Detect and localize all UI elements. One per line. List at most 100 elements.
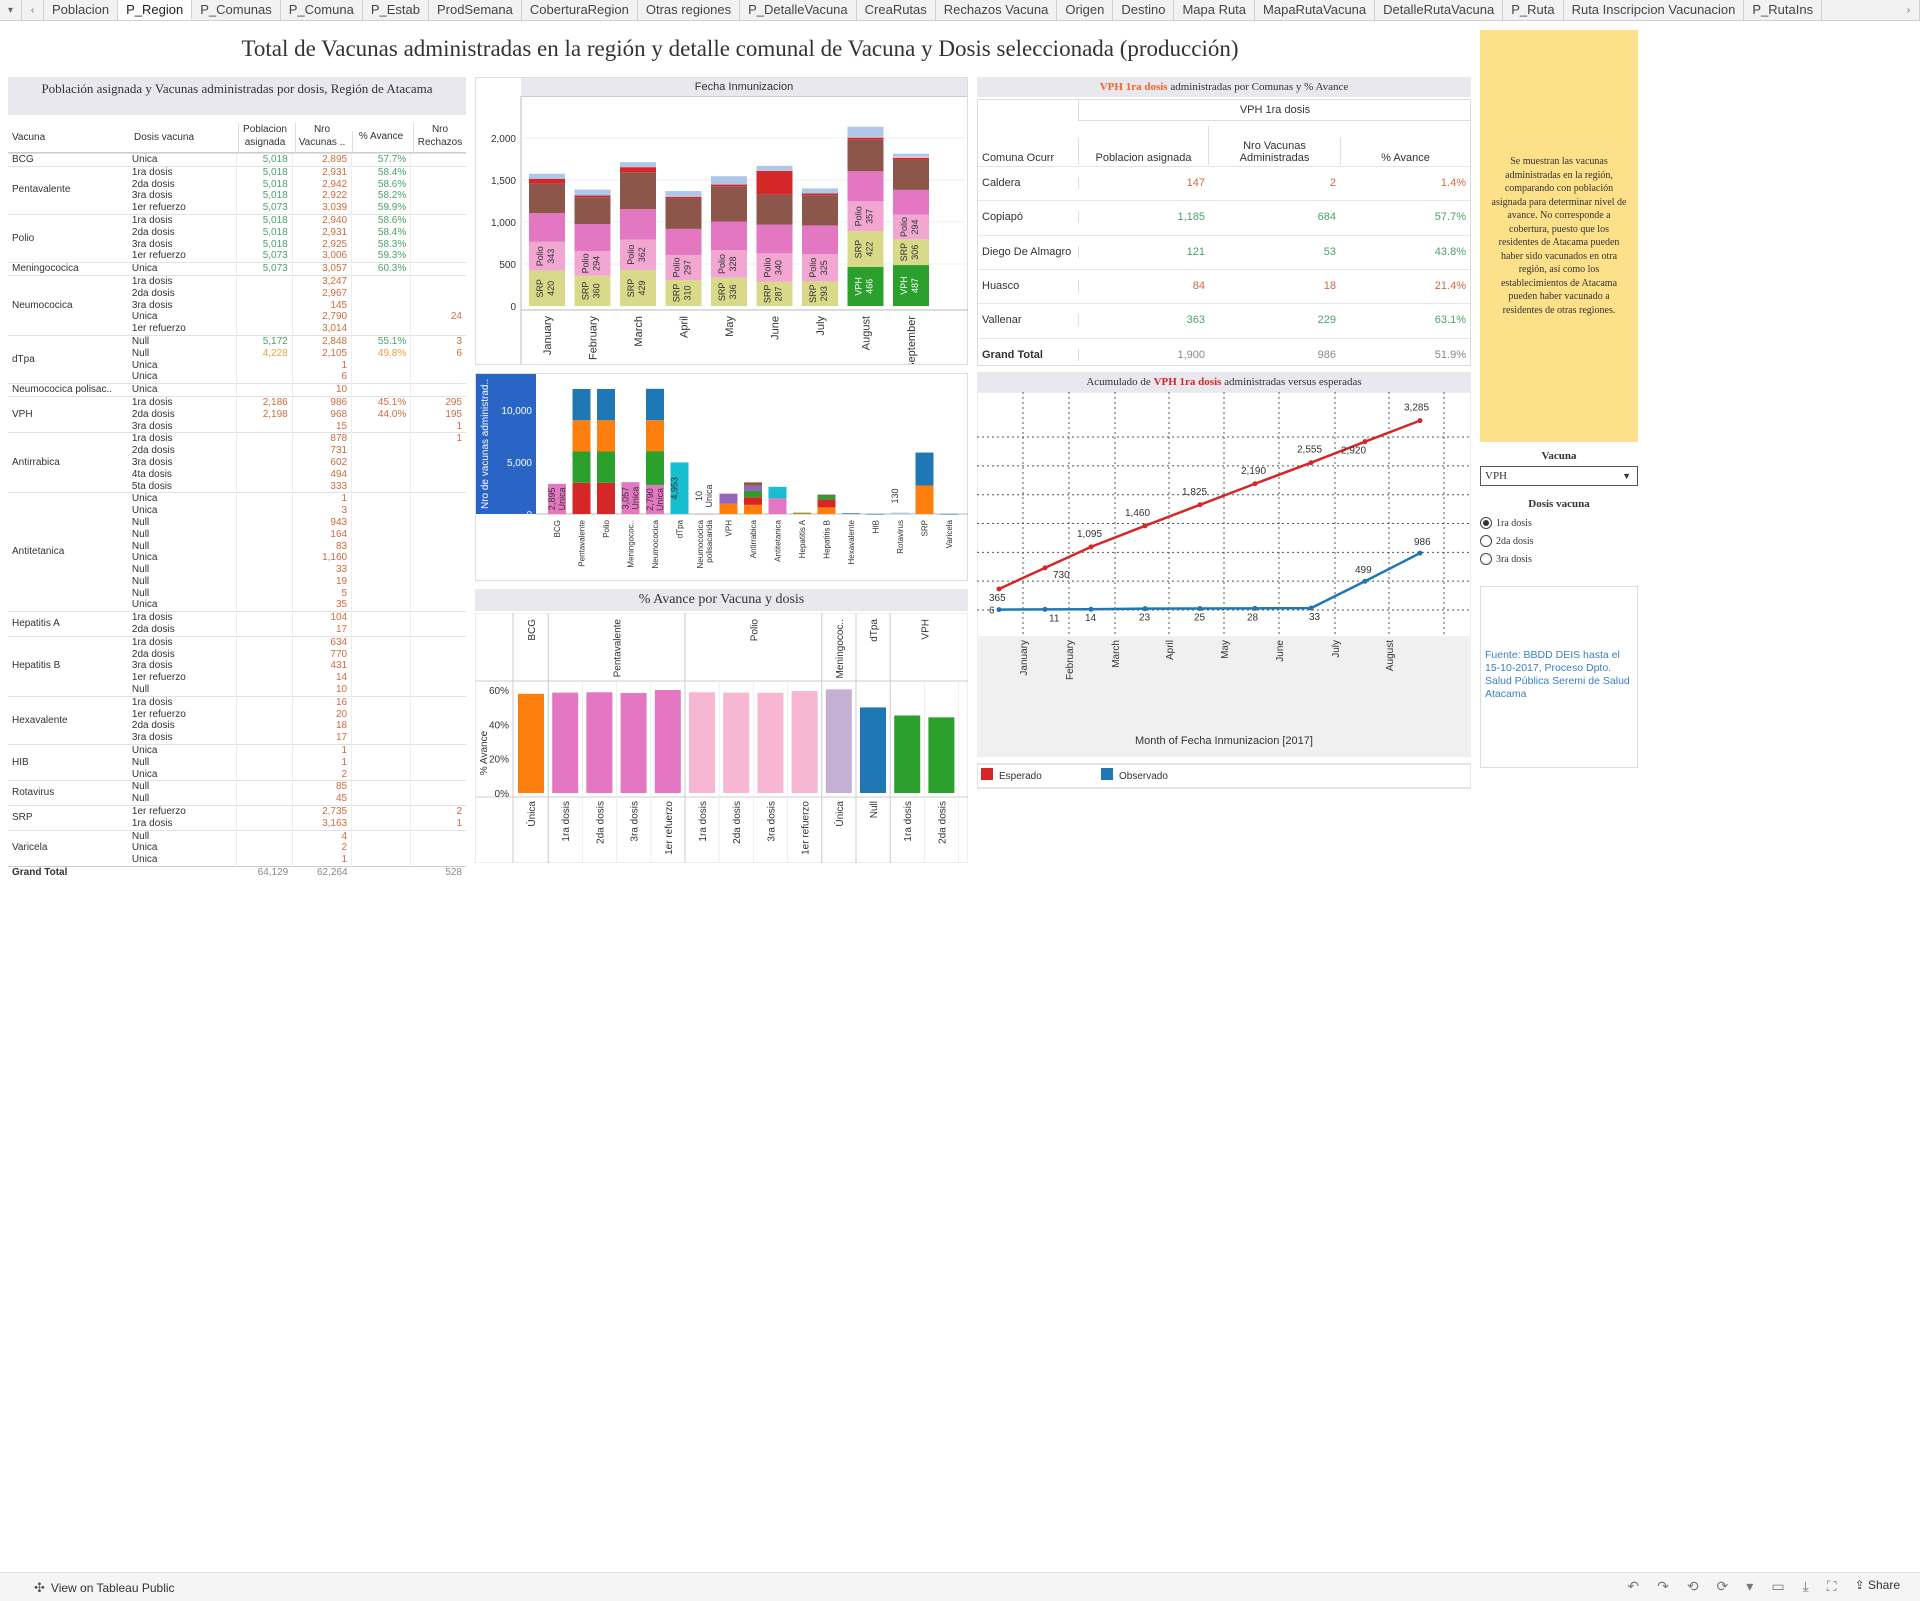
tab-maparutavacuna[interactable]: MapaRutaVacuna <box>1255 0 1376 20</box>
table-row[interactable]: Unica 1 <box>8 854 466 867</box>
dosis-option[interactable]: 1ra dosis <box>1480 514 1638 532</box>
table-row[interactable]: Null 164 <box>8 528 466 541</box>
table-row[interactable]: 3ra dosis 602 <box>8 456 466 469</box>
table-row[interactable]: 1er refuerzo 14 <box>8 672 466 685</box>
col-poblacion[interactable]: Poblacion asignada <box>238 123 291 153</box>
fullscreen-icon[interactable]: ⛶ <box>1826 1578 1837 1594</box>
tab-scroll-left-icon[interactable]: ‹ <box>22 0 44 20</box>
table-row[interactable]: VPH 1ra dosis 2,186 986 45.1% 295 <box>8 395 466 433</box>
table-row[interactable]: 2da dosis 5,018 2,931 58.4% <box>8 226 466 239</box>
tab-p-ruta[interactable]: P_Ruta <box>1503 0 1564 20</box>
table-row[interactable]: 1er refuerzo 5,073 3,006 59.3% <box>8 250 466 263</box>
table-row[interactable]: Null 19 <box>8 575 466 588</box>
redo-icon[interactable]: ↷ <box>1657 1578 1669 1594</box>
refresh-icon[interactable]: ⟳ <box>1716 1578 1729 1594</box>
tab-prodsemana[interactable]: ProdSemana <box>429 0 522 20</box>
table-row[interactable]: 1er refuerzo 20 <box>8 708 466 721</box>
table-row[interactable]: 3ra dosis 17 <box>8 732 466 745</box>
tab-coberturaregion[interactable]: CoberturaRegion <box>522 0 638 20</box>
col-avance[interactable]: % Avance <box>352 131 409 153</box>
table-row[interactable]: 2da dosis 2,198 968 44.0% 195 <box>8 408 466 421</box>
table-row[interactable]: Unica 1,160 <box>8 552 466 565</box>
table-row[interactable]: Neumococica 1ra dosis 3,247 <box>8 274 466 336</box>
col-dosis[interactable]: Dosis vacuna <box>134 132 195 143</box>
table-row[interactable]: 3ra dosis 15 1 <box>8 420 466 433</box>
table-row[interactable]: 3ra dosis 5,018 2,922 58.2% <box>8 190 466 203</box>
table-row[interactable]: Unica 35 <box>8 599 466 612</box>
table-row[interactable]: Unica 2 <box>8 768 466 781</box>
table-row[interactable]: 2da dosis 2,967 <box>8 287 466 300</box>
table-row[interactable]: 1er refuerzo 5,073 3,039 59.9% <box>8 202 466 215</box>
table-row[interactable]: 3ra dosis 5,018 2,925 58.3% <box>8 238 466 251</box>
tab-rechazos-vacuna[interactable]: Rechazos Vacuna <box>936 0 1058 20</box>
table-row[interactable]: Hepatitis B 1ra dosis 634 <box>8 635 466 697</box>
tab-p-estab[interactable]: P_Estab <box>363 0 429 20</box>
revert-icon[interactable]: ⟲ <box>1686 1578 1699 1594</box>
table-row[interactable]: dTpa Null 5,172 2,848 55.1% 3 <box>8 334 466 384</box>
tab-scroll-right-icon[interactable]: › <box>1898 0 1920 20</box>
table-row[interactable]: 5ta dosis 333 <box>8 480 466 493</box>
table-row[interactable]: Null 45 <box>8 793 466 806</box>
table-row[interactable]: Meningococica Unica 5,073 3,057 60.3% <box>8 262 466 276</box>
tab-ruta-inscripcion-vacunacion[interactable]: Ruta Inscripcion Vacunacion <box>1564 0 1745 20</box>
table-row[interactable]: Unica 3 <box>8 505 466 517</box>
table-row[interactable]: Hepatitis A 1ra dosis 104 <box>8 611 466 637</box>
table-row[interactable]: 1ra dosis 3,163 1 <box>8 817 466 831</box>
tab-mapa-ruta[interactable]: Mapa Ruta <box>1174 0 1256 20</box>
view-on-tableau-link[interactable]: ✣ View on Tableau Public <box>34 1580 175 1596</box>
undo-icon[interactable]: ↶ <box>1627 1578 1640 1594</box>
tab-p-comuna[interactable]: P_Comuna <box>281 0 363 20</box>
tab-destino[interactable]: Destino <box>1113 0 1175 20</box>
tab-p-comunas[interactable]: P_Comunas <box>192 0 281 20</box>
table-row[interactable]: Unica 1 <box>8 359 466 372</box>
table-row[interactable]: Hexavalente 1ra dosis 16 <box>8 695 466 745</box>
tab-detallerutavacuna[interactable]: DetalleRutaVacuna <box>1375 0 1504 20</box>
tab-poblacion[interactable]: Poblacion <box>44 0 119 20</box>
table-row[interactable]: Pentavalente 1ra dosis 5,018 2,931 58.4% <box>8 165 466 215</box>
table-row[interactable]: 2da dosis 731 <box>8 445 466 457</box>
pause-icon[interactable]: ▾ <box>1746 1578 1754 1594</box>
table-row[interactable]: BCG Unica 5,018 2,895 57.7% <box>8 153 466 167</box>
table-row[interactable]: Unica 2 <box>8 842 466 855</box>
tab-otras-regiones[interactable]: Otras regiones <box>638 0 741 20</box>
tab-crearutas[interactable]: CreaRutas <box>857 0 936 20</box>
table-row[interactable]: 2da dosis 770 <box>8 648 466 661</box>
col-vacunas[interactable]: Nro Vacunas .. <box>295 123 348 153</box>
table-row[interactable]: HIB Unica 1 <box>8 744 466 781</box>
device-preview-icon[interactable]: ▭ <box>1771 1578 1785 1594</box>
table-row[interactable]: Varicela Null 4 <box>8 829 466 867</box>
dosis-option[interactable]: 3ra dosis <box>1480 550 1638 568</box>
table-row[interactable]: Unica 6 <box>8 371 466 384</box>
tab-origen[interactable]: Origen <box>1057 0 1114 20</box>
table-row[interactable]: Antitetanica Unica 1 <box>8 492 466 612</box>
table-row[interactable]: SRP 1er refuerzo 2,735 2 <box>8 805 466 831</box>
table-row[interactable]: Null 943 <box>8 516 466 529</box>
table-row[interactable]: 2da dosis 5,018 2,942 58.6% <box>8 178 466 191</box>
download-icon[interactable]: ⤓ <box>1802 1578 1809 1594</box>
table-row[interactable]: Null 33 <box>8 564 466 576</box>
table-row[interactable]: Neumococica polisac.. Unica 10 <box>8 383 466 397</box>
share-button[interactable]: ⇪ Share <box>1855 1578 1900 1595</box>
table-row[interactable]: 2da dosis 18 <box>8 720 466 733</box>
tab-p-detallevacuna[interactable]: P_DetalleVacuna <box>740 0 857 20</box>
table-row[interactable]: 3ra dosis 431 <box>8 660 466 673</box>
tab-p-region[interactable]: P_Region <box>118 0 193 20</box>
radio-icon[interactable] <box>1480 535 1492 547</box>
radio-icon[interactable] <box>1480 553 1492 565</box>
tab-p-rutains[interactable]: P_RutaIns <box>1744 0 1823 20</box>
table-row[interactable]: 2da dosis 17 <box>8 624 466 637</box>
table-row[interactable]: Polio 1ra dosis 5,018 2,940 58.6% <box>8 213 466 263</box>
table-row[interactable]: 1er refuerzo 3,014 <box>8 323 466 336</box>
table-row[interactable]: Null 83 <box>8 540 466 553</box>
table-row[interactable]: Antirrabica 1ra dosis 878 1 <box>8 432 466 493</box>
tab-menu-icon[interactable]: ▾ <box>0 0 22 20</box>
table-row[interactable]: Rotavirus Null 85 <box>8 780 466 806</box>
dosis-option[interactable]: 2da dosis <box>1480 532 1638 550</box>
vacuna-dropdown[interactable]: VPH ▼ <box>1480 466 1638 486</box>
table-row[interactable]: Unica 2,790 24 <box>8 311 466 324</box>
col-rechazos[interactable]: Nro Rechazos <box>413 123 466 153</box>
table-row[interactable]: Null 4,228 2,105 49.8% 6 <box>8 347 466 360</box>
table-row[interactable]: 3ra dosis 145 <box>8 299 466 312</box>
table-row[interactable]: Null 5 <box>8 587 466 600</box>
table-row[interactable]: Null 1 <box>8 756 466 769</box>
